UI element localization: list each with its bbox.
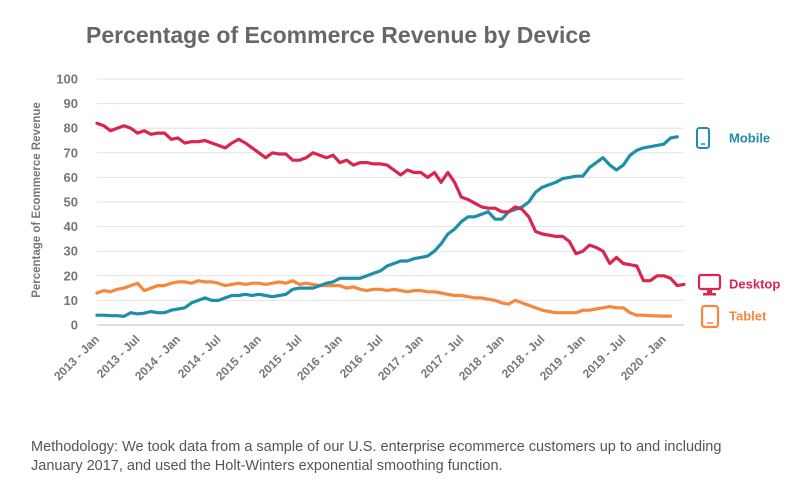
y-tick-label: 40 [64,219,78,234]
y-tick-label: 70 [64,145,78,160]
y-tick-label: 50 [64,195,78,210]
y-tick-label: 80 [64,121,78,136]
desktop-icon [697,273,722,296]
y-tick-label: 60 [64,170,78,185]
x-tick-label: 2013 - Jan [51,332,102,383]
legend-item-desktop: Desktop [697,273,780,296]
series-line-mobile [95,135,679,318]
y-tick-label: 20 [64,268,78,283]
series-lines [95,121,686,318]
legend-label: Tablet [729,309,767,324]
legend-label: Mobile [729,131,770,146]
line-chart: 0 10 20 30 40 50 60 70 80 90 100 Percentage of Eco… [31,72,780,384]
series-line-tablet [95,279,673,318]
gridlines [97,78,684,326]
y-axis-ticks: 0 10 20 30 40 50 60 70 80 90 100 [56,72,78,333]
methodology-note: Methodology: We took data from a sample … [31,439,722,474]
y-tick-label: 0 [71,318,78,333]
y-tick-label: 90 [64,96,78,111]
legend-item-tablet: Tablet [700,304,767,329]
mobile-phone-icon [696,127,710,149]
chart-title: Percentage of Ecommerce Revenue by Devic… [86,22,591,48]
y-tick-label: 30 [64,244,78,259]
y-axis-label: Percentage of Ecommerce Revenue [31,102,43,298]
y-tick-label: 10 [64,293,78,308]
legend-item-mobile: Mobile [696,127,770,149]
y-tick-label: 100 [56,72,78,87]
series-line-desktop [95,121,686,288]
legend: Desktop Mobile Tablet [696,127,780,329]
tablet-icon [700,304,720,329]
legend-label: Desktop [729,277,780,292]
